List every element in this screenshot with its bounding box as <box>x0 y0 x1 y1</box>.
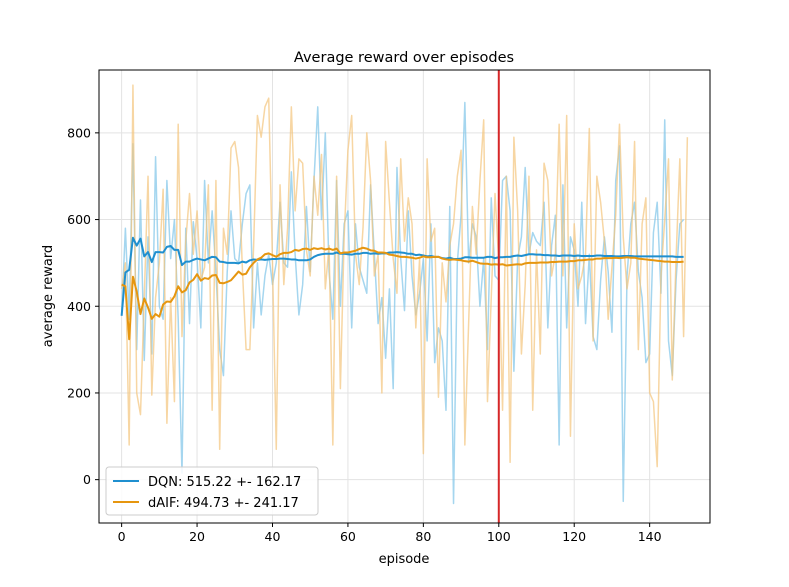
legend-label-dqn: DQN: 515.22 +- 162.17 <box>148 475 301 490</box>
x-axis-label: episode <box>379 552 430 567</box>
plot-frame <box>98 69 711 524</box>
x-tick-label: 40 <box>265 529 281 544</box>
daif-raw-line <box>120 84 689 468</box>
raw-series-lines <box>120 84 689 505</box>
x-tick-label: 120 <box>562 529 586 544</box>
legend-label-daif: dAIF: 494.73 +- 241.17 <box>148 496 299 511</box>
x-tick-label: 0 <box>118 529 126 544</box>
chart-title: Average reward over episodes <box>294 50 514 66</box>
x-tick-label: 140 <box>638 529 662 544</box>
x-tick-label: 60 <box>340 529 356 544</box>
x-tick-label: 20 <box>189 529 205 544</box>
average-series-lines <box>120 236 684 341</box>
legend-box <box>105 466 319 516</box>
y-axis-label: average reward <box>41 245 56 347</box>
legend: DQN: 515.22 +- 162.17 dAIF: 494.73 +- 24… <box>105 466 319 516</box>
y-tick-label: 800 <box>67 125 91 140</box>
axis-ticks: 0 20 40 60 80 100 120 140 0 200 400 600 800 <box>67 125 661 544</box>
y-tick-label: 0 <box>83 472 91 487</box>
y-tick-label: 200 <box>67 385 91 400</box>
y-tick-label: 600 <box>67 212 91 227</box>
x-tick-label: 100 <box>487 529 511 544</box>
x-tick-label: 80 <box>415 529 431 544</box>
dqn-average-line <box>120 236 684 316</box>
y-tick-label: 400 <box>67 299 91 314</box>
daif-average-line <box>121 246 684 341</box>
